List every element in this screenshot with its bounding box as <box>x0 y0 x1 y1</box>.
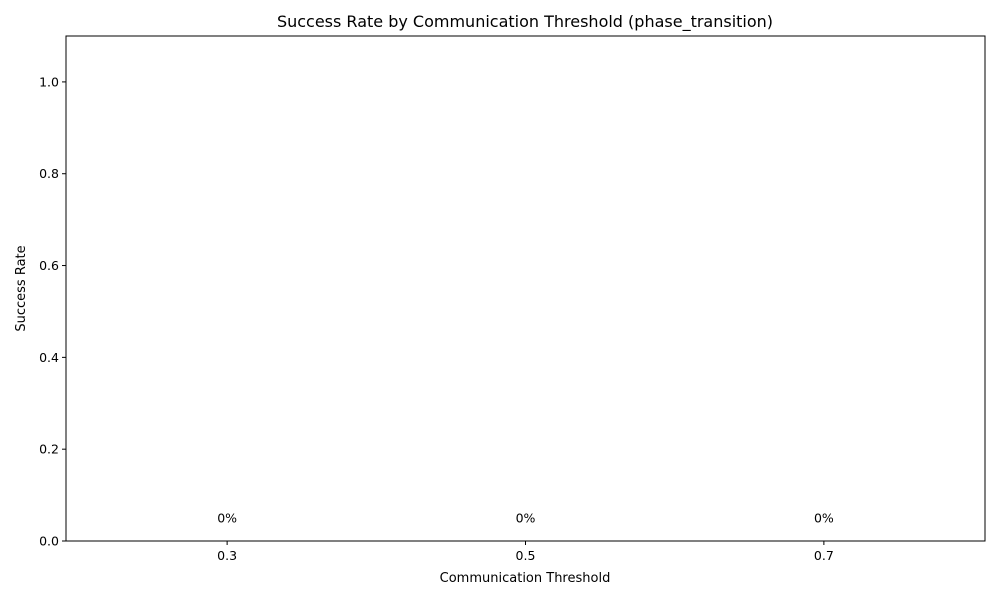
bar-data-label: 0% <box>217 511 237 526</box>
x-axis-label: Communication Threshold <box>440 571 611 586</box>
chart-title: Success Rate by Communication Threshold … <box>277 12 773 32</box>
x-tick-label: 0.5 <box>516 548 536 563</box>
y-tick-label: 0.6 <box>39 258 59 273</box>
data-labels-group: 0% 0% 0% <box>217 511 834 526</box>
y-tick-label: 1.0 <box>39 74 59 89</box>
bar-data-label: 0% <box>814 511 834 526</box>
x-axis: 0.3 0.5 0.7 <box>217 541 834 563</box>
x-tick-label: 0.3 <box>217 548 237 563</box>
bar-data-label: 0% <box>516 511 536 526</box>
y-axis-label: Success Rate <box>14 245 29 331</box>
y-tick-label: 0.8 <box>39 166 59 181</box>
y-tick-label: 0.2 <box>39 442 59 457</box>
x-tick-label: 0.7 <box>814 548 834 563</box>
y-tick-label: 0.0 <box>39 534 59 549</box>
plot-frame <box>65 35 986 542</box>
plot-area: 0% 0% 0% <box>65 35 986 542</box>
y-axis: 0.0 0.2 0.4 0.6 0.8 1.0 <box>39 74 66 549</box>
y-tick-label: 0.4 <box>39 350 59 365</box>
